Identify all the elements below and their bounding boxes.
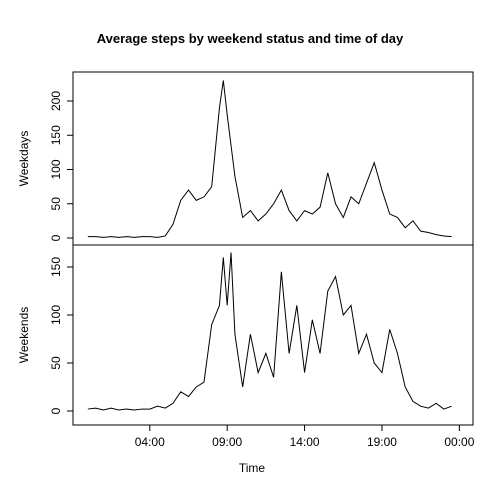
y-tick-label: 150 xyxy=(49,257,63,277)
y-tick-label: 50 xyxy=(49,197,63,211)
line xyxy=(87,252,452,411)
y-tick-label: 0 xyxy=(49,234,63,241)
plot-box xyxy=(72,244,474,426)
x-tick-label: 00:00 xyxy=(444,435,474,449)
chart-title: Average steps by weekend status and time… xyxy=(97,31,404,46)
y-tick-label: 0 xyxy=(49,407,63,414)
y-tick-label: 50 xyxy=(49,356,63,370)
x-tick-label: 14:00 xyxy=(290,435,320,449)
x-tick-label: 09:00 xyxy=(212,435,242,449)
y-axis-label: Weekdays xyxy=(17,131,31,187)
y-tick-label: 100 xyxy=(49,159,63,179)
y-tick-label: 100 xyxy=(49,305,63,325)
x-tick-label: 04:00 xyxy=(135,435,165,449)
line xyxy=(87,80,452,238)
x-tick-label: 19:00 xyxy=(367,435,397,449)
y-tick-label: 150 xyxy=(49,125,63,145)
y-tick-label: 200 xyxy=(49,91,63,111)
y-axis-label: Weekends xyxy=(17,307,31,363)
x-axis-label: Time xyxy=(239,461,266,475)
